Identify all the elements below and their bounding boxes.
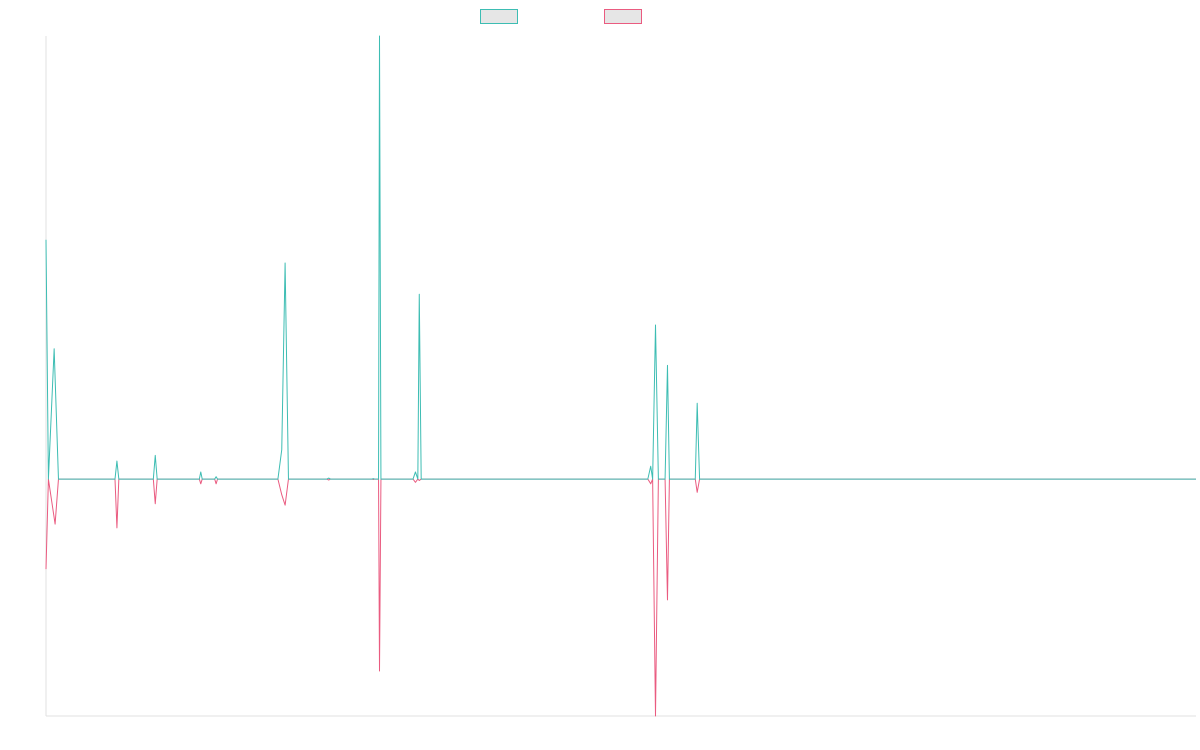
legend-swatch-series-a bbox=[480, 9, 518, 24]
legend-swatch-series-b bbox=[604, 9, 642, 24]
legend bbox=[0, 9, 1200, 27]
legend-item-series-a[interactable] bbox=[480, 9, 524, 24]
series-line-series-a bbox=[45, 35, 1196, 480]
series-layer bbox=[45, 35, 1196, 717]
series-line-series-b bbox=[45, 478, 1196, 717]
legend-item-series-b[interactable] bbox=[604, 9, 648, 24]
